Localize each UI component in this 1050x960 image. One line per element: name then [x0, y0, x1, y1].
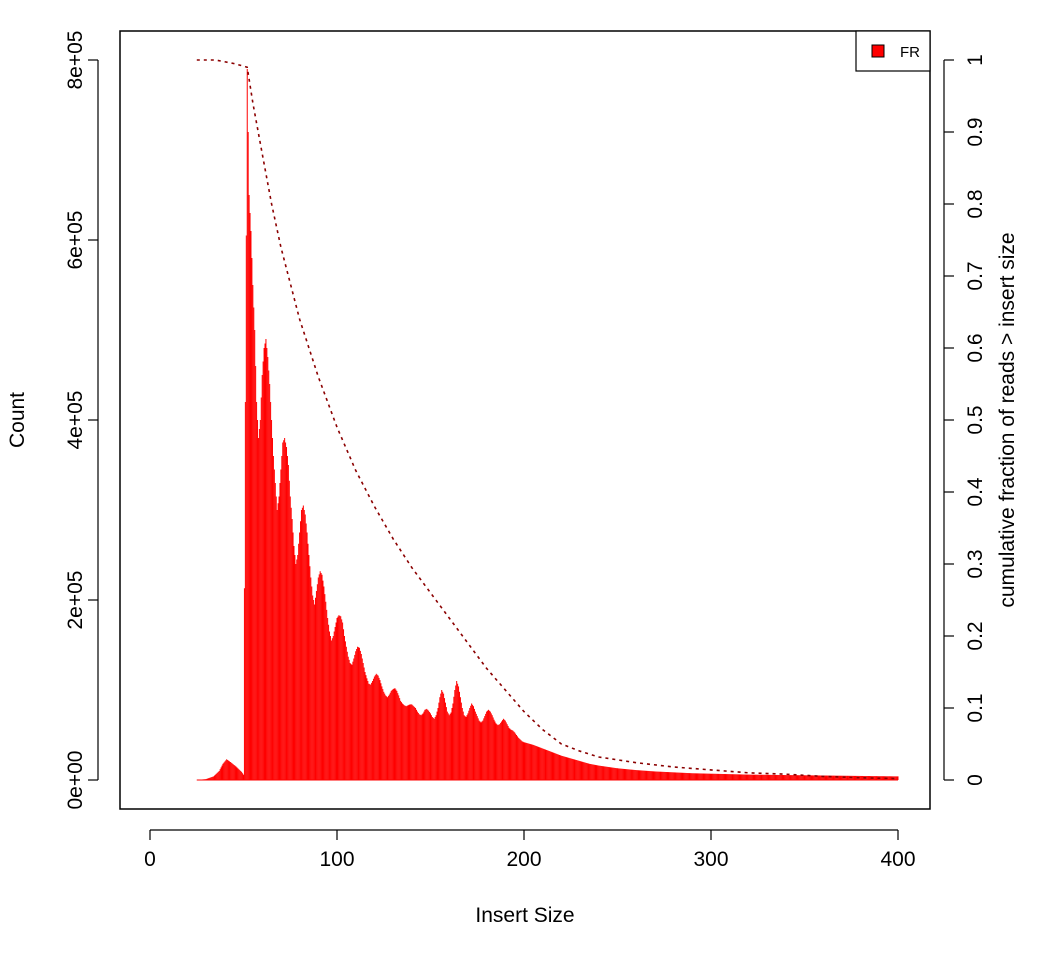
y2-tick-label: 1 — [964, 54, 987, 66]
y2-axis-title: cumulative fraction of reads > insert si… — [996, 232, 1019, 607]
legend: FR — [855, 30, 931, 72]
y-tick-label: 6e+05 — [64, 211, 87, 270]
x-tick-label: 400 — [880, 848, 915, 871]
legend-box — [855, 30, 931, 72]
x-tick-label: 200 — [506, 848, 541, 871]
y-tick-label: 8e+05 — [64, 31, 87, 90]
y-tick-label: 4e+05 — [64, 391, 87, 450]
bar-layer — [196, 69, 899, 781]
x-tick-label: 300 — [693, 848, 728, 871]
y2-tick-label: 0 — [964, 774, 987, 786]
y2-tick-label: 0.5 — [964, 405, 987, 434]
cumulative-fraction-line — [196, 59, 899, 780]
plot-frame — [119, 30, 931, 810]
x-tick-label: 100 — [319, 848, 354, 871]
y2-axis: 0 0.1 0.2 0.3 0.4 0.5 0.6 0.7 0.8 0.9 1 — [943, 54, 987, 786]
y-tick-label: 0e+00 — [64, 751, 87, 810]
x-axis-title: Insert Size — [475, 904, 574, 927]
cumulative-layer — [196, 59, 899, 780]
x-tick-label: 0 — [144, 848, 156, 871]
y2-tick-label: 0.1 — [964, 693, 987, 722]
y-tick-label: 2e+05 — [64, 571, 87, 630]
legend-label: FR — [900, 44, 920, 61]
y2-tick-label: 0.8 — [964, 189, 987, 218]
y2-tick-label: 0.6 — [964, 333, 987, 362]
y2-tick-label: 0.2 — [964, 621, 987, 650]
x-axis: 0 100 200 300 400 — [144, 829, 916, 871]
y-axis-title: Count — [6, 392, 29, 448]
y2-tick-label: 0.7 — [964, 261, 987, 290]
y2-tick-label: 0.9 — [964, 117, 987, 146]
y-axis: 0e+00 2e+05 4e+05 6e+05 8e+05 — [64, 31, 99, 810]
y2-tick-label: 0.4 — [964, 477, 987, 507]
y2-tick-label: 0.3 — [964, 549, 987, 578]
legend-swatch — [871, 44, 885, 58]
